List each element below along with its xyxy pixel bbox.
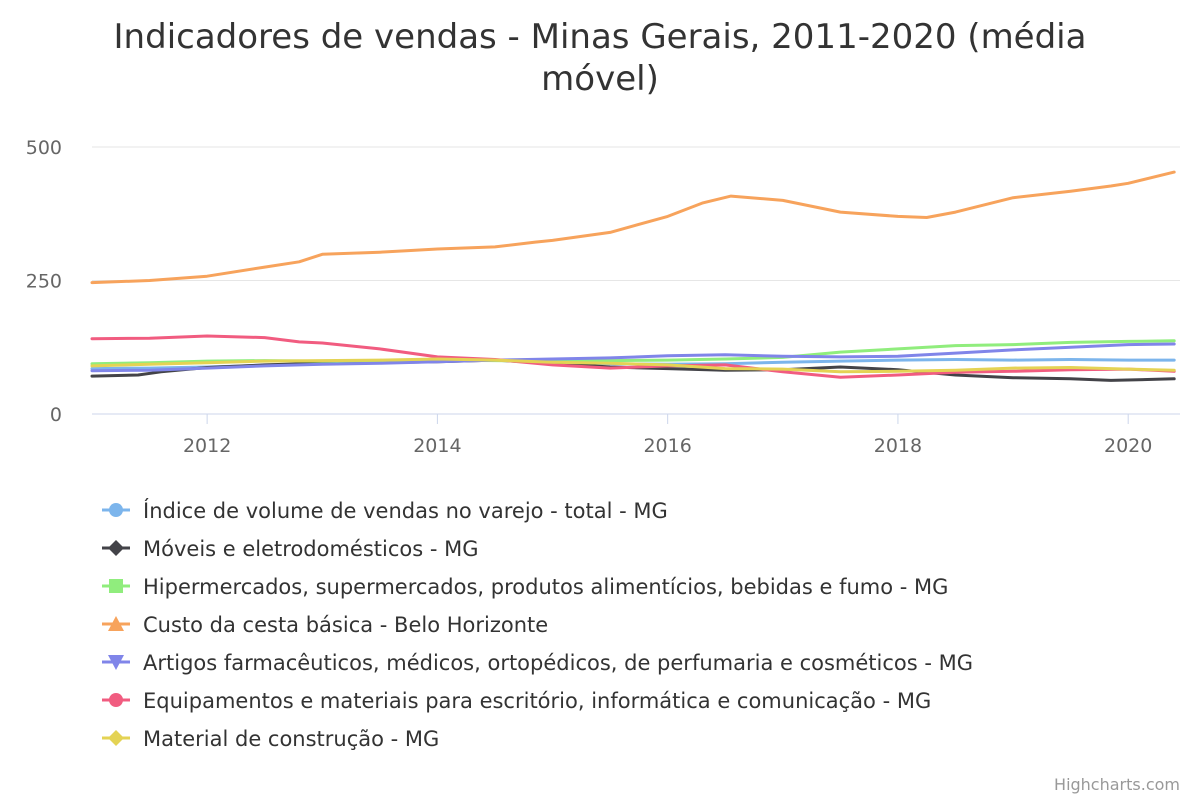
credits-link[interactable]: Highcharts.com xyxy=(1054,775,1180,794)
legend-label: Artigos farmacêuticos, médicos, ortopédi… xyxy=(143,651,973,675)
x-tick-label: 2012 xyxy=(183,435,231,457)
legend-label: Material de construção - MG xyxy=(143,727,439,751)
legend-marker-diamond-icon xyxy=(108,540,124,556)
legend-item-1[interactable]: Índice de volume de vendas no varejo - t… xyxy=(102,498,668,523)
grid: 0 250 500 xyxy=(26,137,1180,426)
series-line-4[interactable] xyxy=(90,170,1176,285)
x-tick-label: 2016 xyxy=(643,435,691,457)
series-line-6[interactable] xyxy=(90,334,1176,379)
legend-item-2[interactable]: Móveis e eletrodomésticos - MG xyxy=(102,537,479,561)
legend-marker-square-icon xyxy=(109,579,123,593)
legend-item-5[interactable]: Artigos farmacêuticos, médicos, ortopédi… xyxy=(102,651,973,675)
series-line-7[interactable] xyxy=(90,357,1176,374)
chart-title-line-2: móvel) xyxy=(541,59,659,99)
legend-label: Hipermercados, supermercados, produtos a… xyxy=(143,575,948,599)
legend-item-4[interactable]: Custo da cesta básica - Belo Horizonte xyxy=(102,613,548,637)
x-tick-label: 2014 xyxy=(413,435,461,457)
x-axis: 2012 2014 2016 2018 2020 xyxy=(92,413,1180,457)
y-tick-label: 250 xyxy=(26,271,62,293)
legend-marker-diamond-icon xyxy=(108,730,124,746)
legend-label: Índice de volume de vendas no varejo - t… xyxy=(143,498,668,523)
series-lines xyxy=(90,170,1176,382)
legend-item-3[interactable]: Hipermercados, supermercados, produtos a… xyxy=(102,575,948,599)
legend-marker-circle-icon xyxy=(109,693,123,707)
legend-marker-triangle-down-icon xyxy=(108,655,124,670)
series-line-5[interactable] xyxy=(90,342,1176,373)
legend-item-6[interactable]: Equipamentos e materiais para escritório… xyxy=(102,689,931,713)
x-tick-label: 2020 xyxy=(1104,435,1152,457)
legend[interactable]: Índice de volume de vendas no varejo - t… xyxy=(102,498,973,751)
x-tick-label: 2018 xyxy=(874,435,922,457)
legend-label: Móveis e eletrodomésticos - MG xyxy=(143,537,479,561)
y-tick-label: 500 xyxy=(26,137,62,159)
y-tick-label: 0 xyxy=(50,404,62,426)
chart-title-line-1: Indicadores de vendas - Minas Gerais, 20… xyxy=(114,17,1087,57)
legend-marker-circle-icon xyxy=(109,503,123,517)
legend-label: Equipamentos e materiais para escritório… xyxy=(143,689,931,713)
legend-marker-triangle-icon xyxy=(108,616,124,631)
legend-label: Custo da cesta básica - Belo Horizonte xyxy=(143,613,548,637)
legend-item-7[interactable]: Material de construção - MG xyxy=(102,727,439,751)
